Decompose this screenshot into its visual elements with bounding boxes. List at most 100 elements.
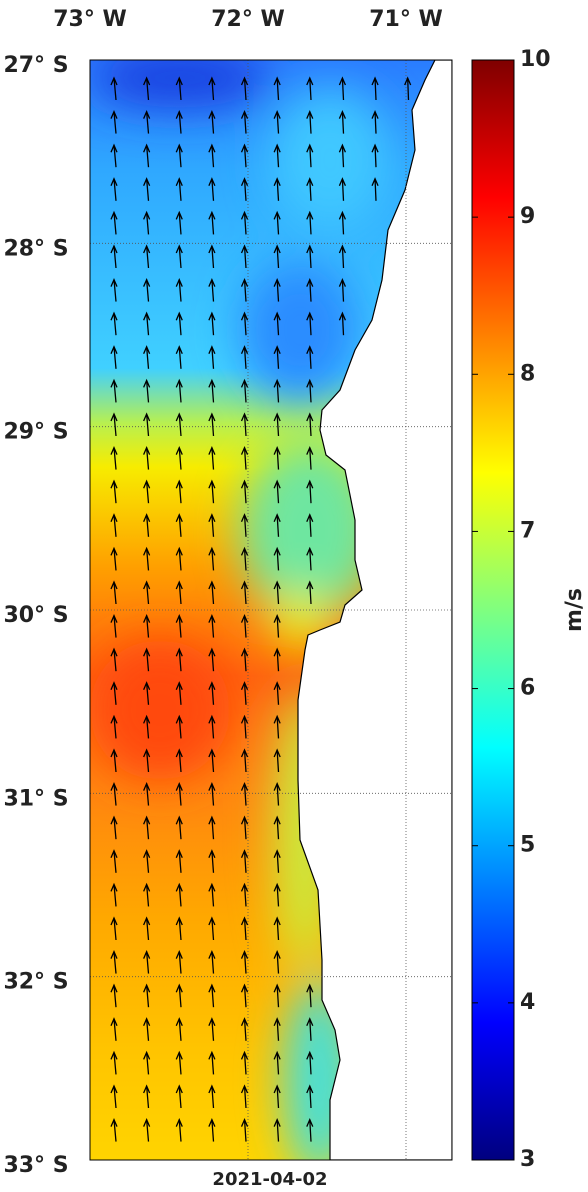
wind-arrow: [306, 177, 314, 201]
wind-arrow: [273, 546, 281, 571]
wind-arrow: [338, 177, 347, 201]
wind-arrow: [306, 210, 314, 235]
wind-arrow: [175, 613, 183, 638]
wind-arrow: [208, 983, 216, 1008]
wind-arrow: [208, 1050, 216, 1075]
wind-arrow: [143, 580, 151, 605]
wind-arrow: [110, 613, 118, 638]
wind-arrow: [143, 1050, 151, 1075]
wind-arrow: [338, 210, 347, 235]
wind-arrow: [175, 748, 183, 773]
longitude-label: 72° W: [211, 7, 285, 32]
colorbar: [471, 59, 515, 1161]
wind-arrow: [208, 681, 216, 705]
wind-arrow: [208, 1084, 216, 1109]
wind-arrow: [208, 949, 216, 974]
wind-arrow: [175, 681, 183, 705]
wind-arrow: [208, 714, 216, 739]
wind-arrow: [208, 849, 216, 873]
wind-arrow: [273, 647, 281, 672]
latitude-label: 29° S: [3, 420, 68, 445]
wind-arrow: [338, 277, 347, 302]
wind-arrow: [240, 1017, 249, 1041]
wind-arrow: [110, 412, 118, 437]
wind-arrow: [273, 345, 281, 369]
wind-arrow: [208, 177, 216, 201]
wind-arrow: [143, 714, 151, 739]
wind-arrow: [110, 916, 118, 941]
wind-arrow: [175, 378, 183, 403]
wind-arrow: [175, 916, 183, 941]
colorbar-tick-label: 9: [520, 204, 535, 229]
latitude-label: 28° S: [3, 236, 68, 261]
wind-arrow: [143, 1084, 151, 1109]
wind-arrow: [208, 1017, 216, 1041]
graticule: [90, 60, 452, 1160]
wind-arrow: [273, 412, 281, 437]
wind-arrow: [208, 277, 216, 302]
wind-arrow: [208, 781, 216, 806]
wind-arrow: [273, 748, 281, 773]
wind-arrow: [306, 546, 314, 571]
wind-arrow: [240, 479, 249, 504]
wind-arrow: [273, 849, 281, 873]
wind-arrow: [110, 815, 118, 840]
wind-arrow: [306, 445, 314, 470]
wind-arrow: [175, 781, 183, 806]
wind-arrow: [175, 1017, 183, 1041]
wind-arrow: [143, 546, 151, 571]
wind-arrow: [143, 345, 151, 369]
wind-arrow: [110, 513, 118, 537]
wind-arrow: [273, 681, 281, 705]
wind-arrow: [240, 412, 249, 437]
wind-arrows: [110, 76, 412, 1142]
map-frame: [89, 59, 453, 1161]
wind-arrow: [110, 1117, 118, 1142]
wind-arrow: [240, 949, 249, 974]
latitude-label: 31° S: [3, 786, 68, 811]
wind-arrow: [273, 613, 281, 638]
wind-arrow: [240, 748, 249, 773]
wind-arrow: [273, 580, 281, 605]
wind-arrow: [273, 445, 281, 470]
wind-arrow: [143, 445, 151, 470]
wind-arrow: [208, 815, 216, 840]
wind-arrow: [208, 244, 216, 269]
wind-arrow: [306, 1084, 314, 1109]
wind-arrow: [143, 882, 151, 907]
wind-arrow: [110, 143, 118, 168]
wind-arrow: [240, 849, 249, 873]
wind-arrow: [208, 210, 216, 235]
wind-arrow: [175, 580, 183, 605]
wind-arrow: [273, 378, 281, 403]
wind-arrow: [306, 1017, 314, 1041]
wind-arrow: [306, 378, 314, 403]
wind-arrow: [306, 311, 314, 336]
wind-arrow: [273, 815, 281, 840]
wind-arrow: [208, 748, 216, 773]
wind-arrow: [175, 109, 183, 134]
wind-arrow: [273, 1050, 281, 1075]
wind-arrow: [110, 445, 118, 470]
wind-arrow: [208, 546, 216, 571]
wind-arrow: [143, 1017, 151, 1041]
wind-arrow: [175, 177, 183, 201]
wind-arrow: [306, 513, 314, 537]
wind-arrow: [306, 277, 314, 302]
colorbar-tick-label: 4: [520, 990, 535, 1015]
wind-arrow: [175, 1084, 183, 1109]
wind-arrow: [240, 546, 249, 571]
wind-arrow: [175, 311, 183, 336]
wind-arrow: [240, 580, 249, 605]
wind-arrow: [306, 1117, 314, 1142]
wind-arrow: [338, 109, 347, 134]
latitude-label: 32° S: [3, 970, 68, 995]
wind-arrow: [240, 210, 249, 235]
wind-arrow: [240, 1050, 249, 1075]
wind-arrow: [273, 714, 281, 739]
wind-arrow: [175, 815, 183, 840]
wind-arrow: [143, 647, 151, 672]
wind-arrow: [175, 76, 183, 101]
wind-arrow: [273, 210, 281, 235]
colorbar-tick-label: 5: [520, 833, 535, 858]
